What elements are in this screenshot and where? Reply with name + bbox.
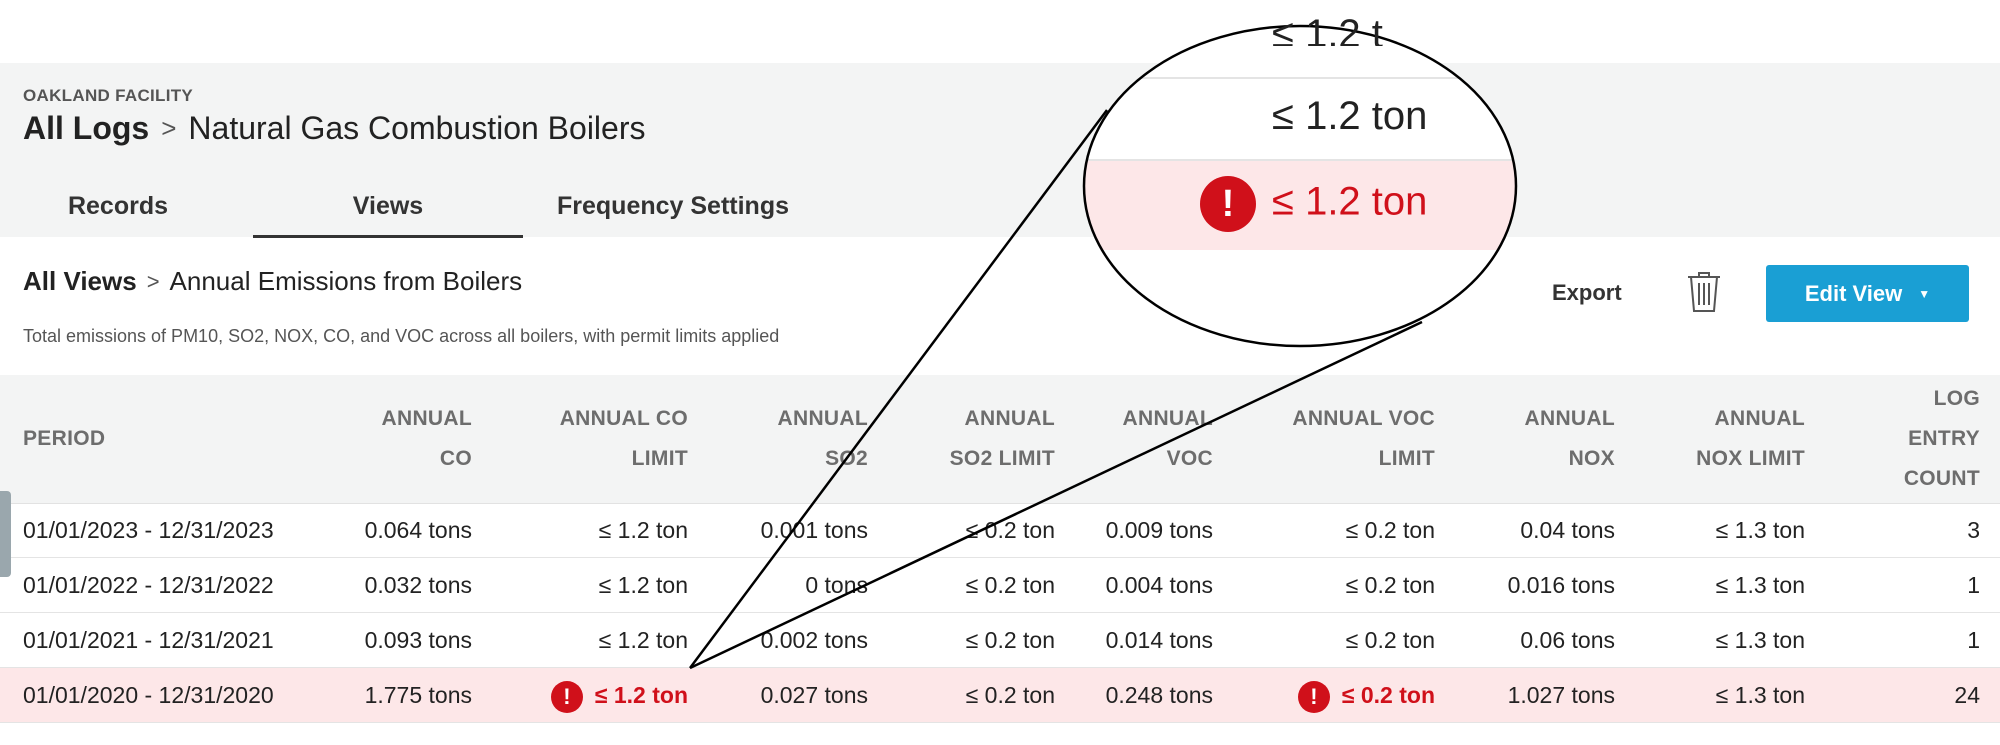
cell-log-entry-count: 24 — [1954, 682, 1980, 708]
cell-annual-voc-limit: ! ≤ 0.2 ton — [1297, 668, 1435, 722]
cell-annual-nox: 1.027 tons — [1507, 682, 1615, 708]
view-breadcrumb: All Views > Annual Emissions from Boilers — [23, 266, 522, 297]
col-annual-nox-limit[interactable]: ANNUAL NOX LIMIT — [1696, 407, 1805, 470]
col-log-entry-count[interactable]: LOG ENTRY COUNT — [1903, 387, 1980, 490]
zoom-limit-exceeded: ! ≤ 1.2 ton — [1200, 176, 1427, 232]
log-header — [0, 63, 2000, 237]
cell-annual-so2: 0.027 tons — [760, 682, 868, 708]
breadcrumb-all-views[interactable]: All Views — [23, 266, 137, 296]
side-panel-handle[interactable] — [0, 491, 11, 577]
log-breadcrumb: All Logs > Natural Gas Combustion Boilers — [23, 110, 645, 147]
cell-annual-so2: 0 tons — [805, 572, 868, 598]
cell-annual-voc-limit: ≤ 0.2 ton — [1345, 572, 1435, 598]
cell-annual-so2: 0.002 tons — [760, 627, 868, 653]
cell-annual-co-limit: ≤ 1.2 ton — [598, 517, 688, 543]
col-annual-nox[interactable]: ANNUAL NOX — [1524, 407, 1615, 470]
facility-name: OAKLAND FACILITY — [23, 86, 194, 105]
edit-view-label: Edit View — [1804, 280, 1903, 306]
cell-log-entry-count: 3 — [1967, 517, 1980, 543]
cell-annual-voc: 0.014 tons — [1105, 627, 1213, 653]
cell-log-entry-count: 1 — [1967, 627, 1980, 653]
col-annual-so2-limit[interactable]: ANNUAL SO2 LIMIT — [949, 407, 1055, 470]
cell-annual-voc: 0.009 tons — [1105, 517, 1213, 543]
cell-annual-so2-limit: ≤ 0.2 ton — [965, 627, 1055, 653]
breadcrumb-current-log: Natural Gas Combustion Boilers — [188, 110, 646, 146]
cell-annual-co-limit: ≤ 1.2 ton — [598, 627, 688, 653]
cell-annual-so2: 0.001 tons — [760, 517, 868, 543]
cell-annual-nox-limit: ≤ 1.3 ton — [1715, 682, 1805, 708]
table-row[interactable]: 01/01/2022 - 12/31/2022 0.032 tons ≤ 1.2… — [0, 558, 2000, 613]
export-button[interactable]: Export — [1552, 280, 1622, 305]
cell-annual-nox: 0.016 tons — [1507, 572, 1615, 598]
cell-annual-voc-limit: ≤ 0.2 ton — [1345, 627, 1435, 653]
breadcrumb-current-view: Annual Emissions from Boilers — [169, 266, 523, 296]
cell-annual-co: 1.775 tons — [364, 682, 472, 708]
cell-annual-co: 0.064 tons — [364, 517, 472, 543]
cell-annual-co: 0.032 tons — [364, 572, 472, 598]
zoom-limit-normal: ≤ 1.2 ton — [1272, 94, 1428, 138]
tab-views[interactable]: Views — [253, 182, 523, 238]
table-row[interactable]: 01/01/2023 - 12/31/2023 0.064 tons ≤ 1.2… — [0, 503, 2000, 558]
alert-icon: ! — [1200, 176, 1256, 232]
edit-view-button[interactable]: Edit View ▼ — [1766, 265, 1969, 322]
tab-frequency-settings[interactable]: Frequency Settings — [557, 192, 789, 220]
table-row[interactable]: 01/01/2021 - 12/31/2021 0.093 tons ≤ 1.2… — [0, 613, 2000, 668]
col-annual-voc-limit[interactable]: ANNUAL VOC LIMIT — [1292, 407, 1435, 470]
cell-annual-voc: 0.004 tons — [1105, 572, 1213, 598]
col-period[interactable]: PERIOD — [23, 427, 106, 450]
view-description: Total emissions of PM10, SO2, NOX, CO, a… — [23, 326, 780, 346]
cell-annual-co-limit: ≤ 1.2 ton — [598, 572, 688, 598]
col-annual-co[interactable]: ANNUAL CO — [381, 407, 472, 470]
tab-records[interactable]: Records — [67, 192, 169, 220]
cell-annual-nox-limit: ≤ 1.3 ton — [1715, 627, 1805, 653]
cell-log-entry-count: 1 — [1967, 572, 1980, 598]
breadcrumb-all-logs[interactable]: All Logs — [23, 110, 150, 146]
cell-period: 01/01/2021 - 12/31/2021 — [23, 627, 274, 653]
zoom-fragment-text: ≤ 1.2 t — [1272, 12, 1383, 46]
col-annual-co-limit[interactable]: ANNUAL CO LIMIT — [559, 407, 688, 470]
cell-period: 01/01/2022 - 12/31/2022 — [23, 572, 274, 598]
cell-annual-voc-limit: ≤ 0.2 ton — [1345, 517, 1435, 543]
cell-annual-so2-limit: ≤ 0.2 ton — [965, 572, 1055, 598]
trash-icon[interactable] — [1686, 271, 1722, 313]
cell-annual-nox-limit: ≤ 1.3 ton — [1715, 517, 1805, 543]
cell-annual-nox: 0.06 tons — [1520, 627, 1615, 653]
breadcrumb-separator: > — [161, 113, 177, 143]
alert-icon: ! — [550, 680, 583, 713]
alert-icon: ! — [1297, 680, 1330, 713]
cell-annual-co: 0.093 tons — [364, 627, 472, 653]
table-row[interactable]: 01/01/2020 - 12/31/2020 1.775 tons ! ≤ 1.… — [0, 668, 2000, 723]
cell-annual-so2-limit: ≤ 0.2 ton — [965, 682, 1055, 708]
cell-period: 01/01/2020 - 12/31/2020 — [23, 682, 274, 708]
cell-annual-nox: 0.04 tons — [1520, 517, 1615, 543]
cell-annual-voc: 0.248 tons — [1105, 682, 1213, 708]
chevron-down-icon: ▼ — [1918, 286, 1931, 301]
col-annual-voc[interactable]: ANNUAL VOC — [1122, 407, 1213, 470]
cell-annual-co-limit: ! ≤ 1.2 ton — [550, 668, 688, 722]
breadcrumb-separator: > — [146, 269, 160, 294]
cell-annual-nox-limit: ≤ 1.3 ton — [1715, 572, 1805, 598]
cell-period: 01/01/2023 - 12/31/2023 — [23, 517, 274, 543]
